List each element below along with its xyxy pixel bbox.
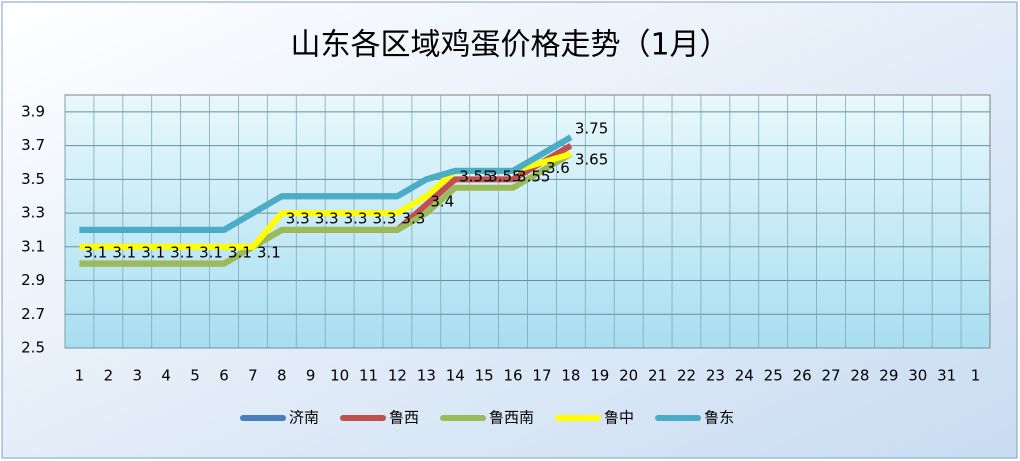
x-tick-label: 31 [937,367,956,385]
x-tick-label: 29 [879,367,898,385]
data-label: 3.1 [257,243,281,261]
data-label: 3.1 [228,243,252,261]
x-tick-label: 7 [248,367,258,385]
data-label: 3.3 [315,210,339,228]
data-label: 3.55 [459,167,492,185]
x-tick-label: 20 [619,367,638,385]
x-tick-label: 5 [190,367,200,385]
data-label: 3.6 [546,159,570,177]
x-tick-label: 4 [161,367,171,385]
y-tick-label: 3.7 [21,136,45,154]
x-tick-label: 19 [590,367,609,385]
legend-label: 鲁西 [389,409,419,427]
x-tick-label: 12 [388,367,407,385]
chart-title: 山东各区域鸡蛋价格走势（1月） [290,28,729,63]
x-tick-label: 8 [277,367,287,385]
x-tick-label: 10 [330,367,349,385]
data-label: 3.3 [373,210,397,228]
x-tick-label: 15 [475,367,494,385]
x-tick-label: 17 [532,367,551,385]
x-tick-label: 2 [104,367,114,385]
legend-label: 鲁东 [704,409,734,427]
x-tick-label: 3 [132,367,142,385]
y-tick-label: 3.9 [21,102,45,120]
data-label: 3.3 [401,210,425,228]
data-label: 3.1 [112,243,136,261]
y-tick-label: 2.7 [21,305,45,323]
y-tick-label: 2.9 [21,271,45,289]
data-label: 3.65 [575,151,608,169]
y-tick-label: 3.1 [21,237,45,255]
x-tick-label: 16 [504,367,523,385]
data-label: 3.1 [83,243,107,261]
x-tick-label: 25 [764,367,783,385]
x-tick-label: 14 [446,367,465,385]
legend-label: 济南 [289,409,319,427]
data-label: 3.4 [430,193,454,211]
legend-label: 鲁中 [604,409,634,427]
data-label: 3.1 [141,243,165,261]
x-tick-label: 28 [850,367,869,385]
x-tick-label: 1 [971,367,981,385]
legend-label: 鲁西南 [489,409,534,427]
data-label: 3.55 [488,167,521,185]
y-tick-label: 3.3 [21,204,45,222]
series-line [79,151,573,267]
data-label: 3.1 [170,243,194,261]
data-label: 3.3 [286,210,310,228]
data-label: 3.55 [517,167,550,185]
x-tick-label: 9 [306,367,316,385]
x-tick-label: 1 [75,367,85,385]
y-tick-label: 2.5 [21,339,45,357]
x-tick-label: 30 [908,367,927,385]
y-tick-label: 3.5 [21,170,45,188]
x-tick-label: 26 [793,367,812,385]
x-tick-label: 11 [359,367,378,385]
x-tick-label: 27 [821,367,840,385]
x-tick-label: 18 [561,367,580,385]
data-label: 3.3 [344,210,368,228]
x-tick-label: 6 [219,367,229,385]
x-tick-label: 21 [648,367,667,385]
x-tick-label: 13 [417,367,436,385]
series-line [79,134,573,233]
x-tick-label: 23 [706,367,725,385]
data-label: 3.1 [199,243,223,261]
x-tick-label: 22 [677,367,696,385]
data-label: 3.75 [575,120,608,138]
x-tick-label: 24 [735,367,754,385]
